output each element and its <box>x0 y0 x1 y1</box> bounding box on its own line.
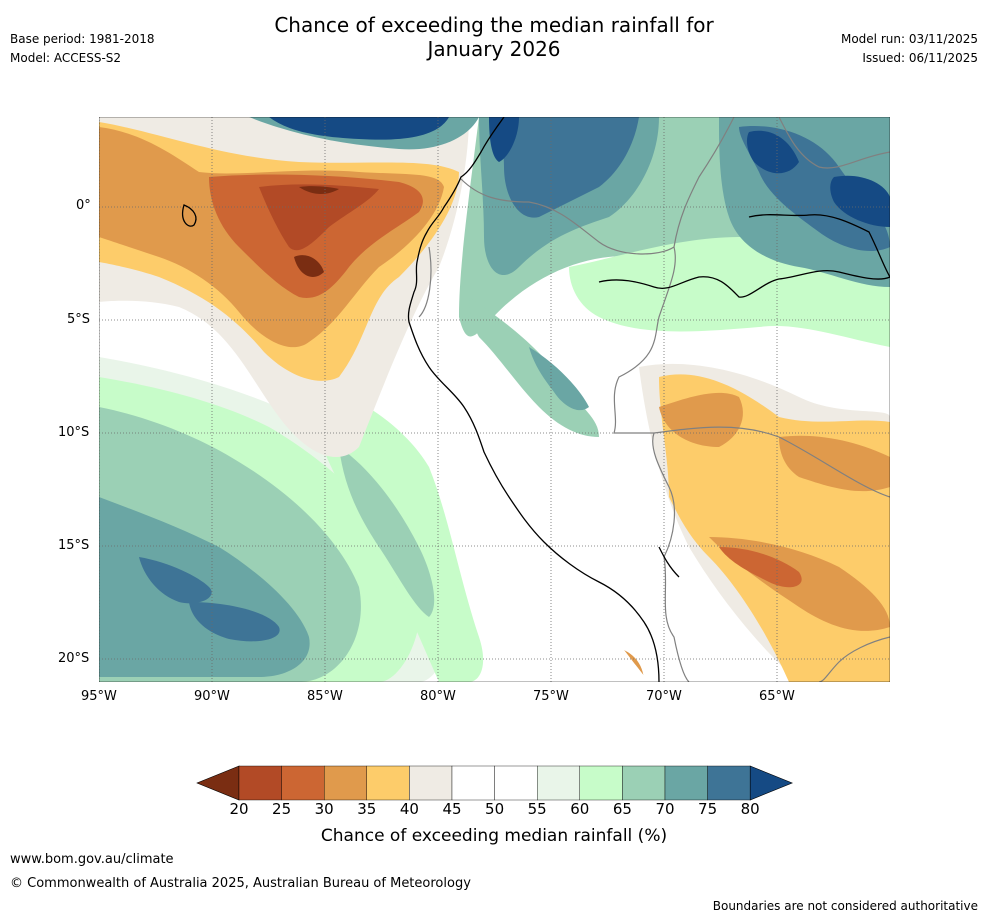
graticule <box>99 117 890 682</box>
colorbar-tick-label: 50 <box>485 800 505 818</box>
map-title-line1: Chance of exceeding the median rainfall … <box>274 13 714 37</box>
colorbar-segment <box>238 765 282 801</box>
region-75-central <box>529 347 589 411</box>
region-80-east-dark-2 <box>746 130 799 174</box>
colorbar-label: Chance of exceeding median rainfall (%) <box>320 826 668 846</box>
boundary-bolivia-paraguay <box>818 636 890 682</box>
colorbar-tick-label: 30 <box>314 800 334 818</box>
boundary-venezuela-brazil <box>778 117 890 169</box>
colorbar-segment <box>664 765 708 801</box>
lat-label-10s: 10°S <box>58 425 90 440</box>
lat-label-15s: 15°S <box>58 538 90 553</box>
boundary-colombia-ecuador-peru <box>460 178 675 255</box>
coastline-amazon-river <box>598 270 890 298</box>
base-period-text: Base period: 1981-2018 <box>10 32 155 46</box>
colorbar-segment <box>323 765 367 801</box>
coastline-pacific <box>407 117 660 682</box>
model-run-text: Model run: 03/11/2025 <box>840 32 978 46</box>
lon-label-85w: 85°W <box>307 689 343 704</box>
colorbar-segment <box>579 765 623 801</box>
colorbar-segment <box>366 765 410 801</box>
lat-label-5s: 5°S <box>67 312 91 327</box>
boundary-ecuador-peru <box>418 246 432 318</box>
lon-label-70w: 70°W <box>646 689 682 704</box>
colorbar-segment <box>537 765 581 801</box>
region-70-coastal-band <box>339 447 435 617</box>
colorbar-tick-label: 35 <box>357 800 377 818</box>
colorbar-extend-low <box>196 765 240 801</box>
footer-disclaimer: Boundaries are not considered authoritat… <box>712 899 978 913</box>
boundary-colombia-venezuela <box>673 117 735 248</box>
lat-label-0: 0° <box>76 198 91 213</box>
region-30-35-east-2 <box>779 435 890 492</box>
coastlines <box>182 117 890 682</box>
region-30-35-east <box>659 392 743 447</box>
lake-titicaca <box>658 546 680 578</box>
colorbar-tick-label: 20 <box>229 800 249 818</box>
lon-label-90w: 90°W <box>194 689 230 704</box>
colorbar-tick-label: 65 <box>612 800 632 818</box>
colorbar-tick-label: 75 <box>698 800 718 818</box>
colorbar-tick-label: 25 <box>272 800 292 818</box>
colorbar-segment <box>707 765 751 801</box>
colorbar-segment <box>409 765 453 801</box>
colorbar-segment <box>622 765 666 801</box>
region-80-southwest <box>139 557 212 604</box>
boundary-peru-brazil <box>613 246 676 434</box>
region-80-east-dark <box>830 175 890 227</box>
lon-label-75w: 75°W <box>533 689 569 704</box>
map-title-line2: January 2026 <box>427 37 561 61</box>
galapagos-islands <box>182 204 197 227</box>
colorbar-segment <box>451 765 495 801</box>
lon-label-65w: 65°W <box>759 689 795 704</box>
rainfall-map <box>99 117 890 682</box>
colorbar-tick-label: 60 <box>570 800 590 818</box>
colorbar-tick-label: 45 <box>442 800 462 818</box>
country-boundaries <box>418 117 890 682</box>
coastline-northeast <box>748 214 890 278</box>
colorbar-tick-label: 70 <box>655 800 675 818</box>
colorbar-extend-high <box>749 765 793 801</box>
region-20-equatorial <box>299 186 339 194</box>
colorbar-tick-label: 55 <box>527 800 547 818</box>
colorbar-tick-labels: 20 25 30 35 40 45 50 55 60 65 70 75 80 <box>0 800 988 820</box>
lon-label-80w: 80°W <box>420 689 456 704</box>
lat-label-20s: 20°S <box>58 651 90 666</box>
region-80-north <box>269 117 449 140</box>
region-20-equatorial-2 <box>294 255 324 277</box>
region-80-northeast <box>499 117 639 218</box>
region-20-25-equatorial <box>259 184 379 251</box>
footer-url: www.bom.gov.au/climate <box>10 852 174 867</box>
colorbar-segment <box>281 765 325 801</box>
region-45-55-coastal <box>417 307 649 682</box>
boundary-bolivia-brazil <box>653 426 890 498</box>
issued-text: Issued: 06/11/2025 <box>862 51 978 65</box>
region-80-southwest-2 <box>189 602 280 642</box>
colorbar-segment <box>494 765 538 801</box>
lon-label-95w: 95°W <box>81 689 117 704</box>
footer-copyright: © Commonwealth of Australia 2025, Austra… <box>10 876 471 891</box>
colorbar-tick-label: 80 <box>740 800 760 818</box>
colorbar <box>196 765 793 801</box>
region-25-30-east <box>719 547 802 588</box>
colorbar-tick-label: 40 <box>399 800 419 818</box>
model-text: Model: ACCESS-S2 <box>10 51 122 65</box>
